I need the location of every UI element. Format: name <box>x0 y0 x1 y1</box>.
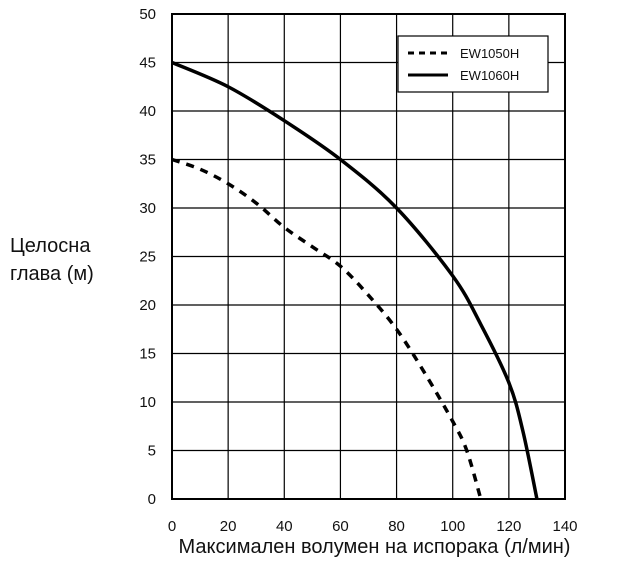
y-tick-label: 10 <box>139 394 156 411</box>
y-tick-label: 40 <box>139 103 156 120</box>
x-tick-label: 100 <box>440 518 465 535</box>
x-axis-label: Максимален волумен на испорака (л/мин) <box>178 536 571 558</box>
y-axis-label-line-1: Целосна <box>10 235 91 257</box>
x-tick-label: 60 <box>332 518 349 535</box>
y-tick-label: 0 <box>148 491 156 508</box>
y-axis-label-line-2: глава (м) <box>10 263 94 285</box>
y-tick-label: 30 <box>139 200 156 217</box>
series-line-ew1060h <box>171 60 539 500</box>
legend-label: EW1050H <box>460 46 519 61</box>
series-line-ew1050h <box>171 157 483 500</box>
x-tick-label: 20 <box>220 518 237 535</box>
y-tick-label: 15 <box>139 346 156 363</box>
x-tick-label: 40 <box>276 518 293 535</box>
y-tick-label: 25 <box>139 249 156 266</box>
legend-box <box>397 35 549 93</box>
y-tick-label: 50 <box>139 6 156 23</box>
x-tick-label: 120 <box>496 518 521 535</box>
y-tick-label: 20 <box>139 297 156 314</box>
x-tick-label: 80 <box>388 518 405 535</box>
legend-label: EW1060H <box>460 68 519 83</box>
plot-frame <box>171 13 566 500</box>
y-tick-label: 45 <box>139 55 156 72</box>
x-tick-label: 140 <box>552 518 577 535</box>
y-tick-label: 5 <box>148 443 156 460</box>
y-tick-label: 35 <box>139 152 156 169</box>
x-tick-label: 0 <box>168 518 176 535</box>
y-axis-label: Целосна глава (м) <box>10 232 130 288</box>
